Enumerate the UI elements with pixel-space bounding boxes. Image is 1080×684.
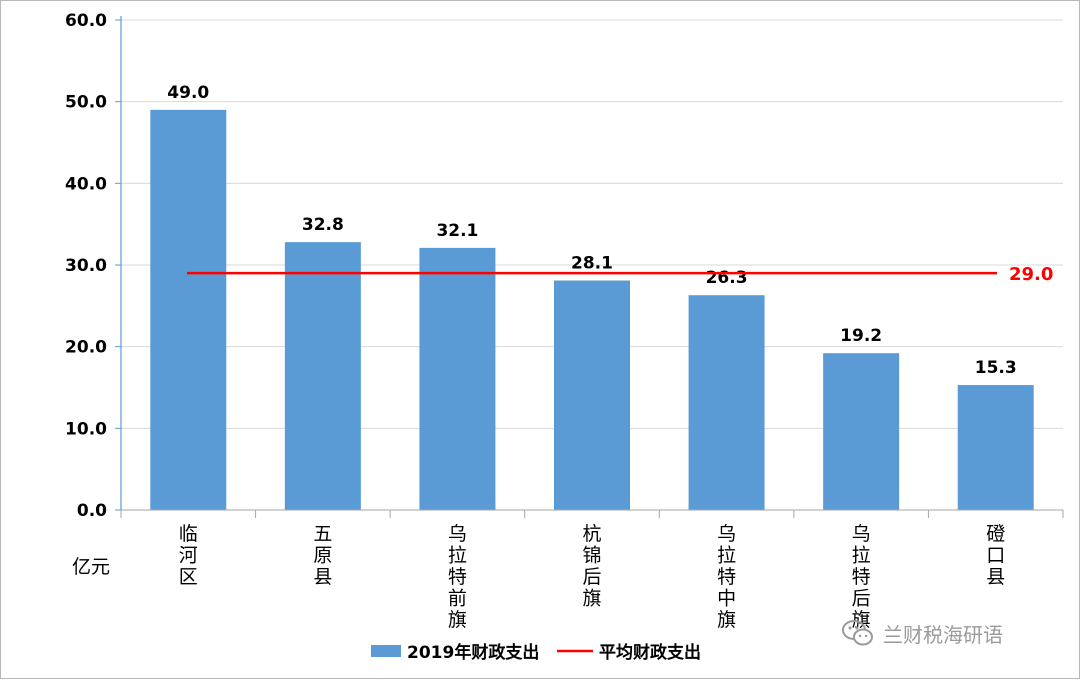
watermark: 兰财税海研语	[841, 615, 1003, 651]
bar-value-label: 32.1	[436, 221, 478, 241]
bar	[823, 353, 900, 510]
x-category-label: 杭锦后旗	[582, 523, 601, 610]
y-tick-label: 20.0	[65, 338, 107, 358]
bar	[554, 280, 630, 510]
x-category-label: 乌拉特后旗	[852, 523, 871, 631]
x-category-label: 临河区	[179, 523, 198, 588]
bar-value-label: 32.8	[302, 215, 344, 235]
bar-value-label: 19.2	[840, 326, 882, 346]
y-axis: 0.0 10.0 20.0 30.0 40.0 50.0 60.0	[65, 11, 122, 521]
bar-value-label: 28.1	[571, 254, 613, 274]
bar-value-label: 26.3	[706, 268, 748, 288]
legend-label-average: 平均财政支出	[599, 642, 701, 663]
bar-value-label: 49.0	[167, 83, 209, 103]
bar-value-label: 15.3	[975, 358, 1017, 378]
y-tick-label: 60.0	[65, 11, 107, 31]
legend-label-bars: 2019年财政支出	[407, 642, 539, 663]
bar	[284, 242, 361, 510]
x-category-label: 五原县	[313, 523, 332, 588]
average-line-group: 29.0	[187, 264, 1053, 285]
average-value-label: 29.0	[1009, 264, 1053, 285]
bar	[419, 247, 496, 510]
y-axis-unit-label: 亿元	[72, 556, 110, 578]
y-tick-label: 50.0	[65, 93, 107, 113]
bar	[957, 385, 1034, 510]
bar	[688, 295, 765, 510]
legend: 2019年财政支出 平均财政支出	[371, 642, 701, 663]
gridlines	[121, 19, 1063, 429]
wechat-icon	[842, 620, 873, 646]
bar	[150, 109, 227, 510]
x-category-label: 乌拉特前旗	[448, 523, 467, 631]
y-tick-label: 10.0	[65, 419, 107, 439]
y-tick-label: 40.0	[65, 174, 107, 194]
legend-swatch-bars	[371, 645, 401, 657]
watermark-text: 兰财税海研语	[883, 622, 1003, 647]
y-tick-label: 0.0	[77, 501, 107, 521]
x-category-label: 乌拉特中旗	[717, 523, 736, 631]
x-category-label: 磴口县	[986, 523, 1005, 588]
y-tick-label: 30.0	[65, 256, 107, 276]
bars: 49.0 32.8 32.1 28.1 26.3 19.2 15.3	[150, 83, 1034, 510]
